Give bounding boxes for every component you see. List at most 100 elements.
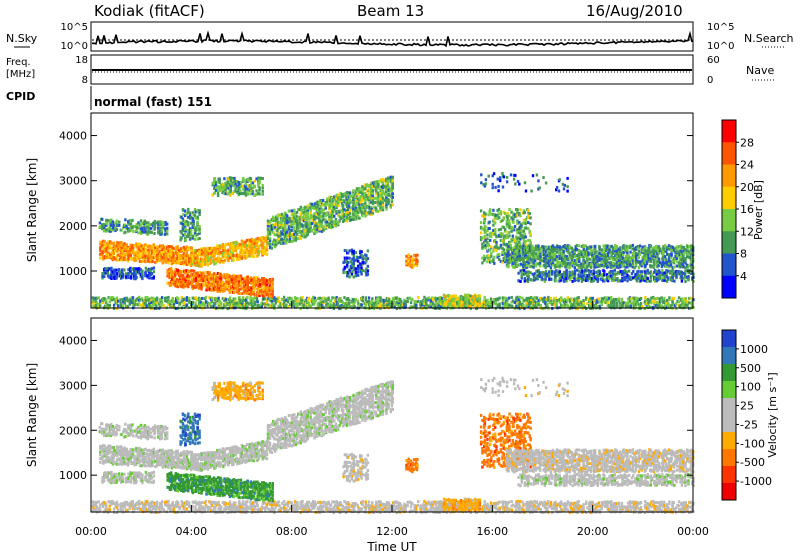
power-cell xyxy=(512,213,515,217)
power-cell xyxy=(246,189,249,193)
power-cell xyxy=(307,305,311,308)
power-cell xyxy=(266,236,270,240)
power-cell xyxy=(338,210,341,214)
power-cell xyxy=(483,227,486,231)
power-cell xyxy=(150,223,153,227)
power-cell xyxy=(334,200,338,204)
power-cell xyxy=(375,183,378,187)
power-cell xyxy=(92,297,95,301)
power-cell xyxy=(354,212,358,216)
power-cell xyxy=(510,304,514,308)
power-cell xyxy=(144,251,147,255)
power-cell xyxy=(259,239,262,242)
power-cell xyxy=(220,278,223,282)
power-cell xyxy=(452,296,456,300)
power-cell xyxy=(621,305,624,309)
power-cell xyxy=(284,234,287,238)
power-cell xyxy=(144,270,148,274)
power-cell xyxy=(131,256,135,260)
power-cell xyxy=(387,192,390,196)
power-cell xyxy=(665,299,669,302)
power-cell xyxy=(279,305,282,309)
power-cell xyxy=(377,305,381,308)
power-cell xyxy=(636,299,639,303)
power-cell xyxy=(492,298,496,301)
power-cell xyxy=(125,275,128,279)
power-cell xyxy=(337,222,340,225)
power-cell xyxy=(232,180,235,184)
power-cell xyxy=(476,294,479,298)
power-cell xyxy=(364,199,367,203)
power-cell xyxy=(332,307,335,311)
power-cell xyxy=(213,191,217,195)
power-cell xyxy=(252,255,255,259)
power-cell xyxy=(305,220,308,224)
power-cell xyxy=(335,193,338,197)
power-cell xyxy=(299,205,302,209)
power-cell xyxy=(292,234,295,238)
power-cell xyxy=(199,303,202,307)
power-cell xyxy=(636,302,639,305)
power-cell xyxy=(342,207,345,211)
power-cell xyxy=(215,288,218,292)
power-cell xyxy=(140,244,143,248)
power-cell xyxy=(561,298,564,302)
power-cell xyxy=(503,254,507,258)
power-cell xyxy=(618,301,621,305)
power-cell xyxy=(328,214,332,218)
power-cell xyxy=(247,192,250,196)
power-cell xyxy=(667,302,670,305)
power-cell xyxy=(639,301,643,305)
power-cell xyxy=(114,221,117,225)
power-cell xyxy=(280,302,284,306)
power-cell xyxy=(419,300,422,304)
power-cell xyxy=(530,300,533,304)
power-cell xyxy=(122,257,125,261)
power-cell xyxy=(181,217,185,221)
power-cell xyxy=(317,202,320,206)
power-cell xyxy=(120,247,124,251)
power-cell xyxy=(240,180,243,184)
power-cell xyxy=(513,225,517,228)
power-cell xyxy=(239,242,242,246)
power-cell xyxy=(217,252,220,256)
power-cell xyxy=(691,304,694,308)
power-cell xyxy=(290,209,293,213)
power-cell xyxy=(288,219,292,223)
power-cell xyxy=(385,303,389,307)
power-cell xyxy=(166,256,169,260)
power-cell xyxy=(112,225,115,229)
power-cell xyxy=(185,219,188,223)
power-cell xyxy=(268,229,272,233)
power-cell xyxy=(200,297,204,300)
power-cell xyxy=(447,297,450,301)
power-cell xyxy=(192,219,195,223)
power-cell xyxy=(236,289,239,292)
power-cell xyxy=(211,181,214,185)
power-cell xyxy=(185,250,189,254)
power-cell xyxy=(131,243,135,247)
power-cell xyxy=(163,296,167,300)
power-cell xyxy=(481,245,484,249)
power-cell xyxy=(210,275,213,279)
power-cell xyxy=(385,196,388,200)
power-cell xyxy=(200,264,204,267)
power-cell xyxy=(503,258,507,262)
power-cell xyxy=(516,211,519,215)
power-cell xyxy=(290,223,294,227)
power-cell xyxy=(115,275,119,278)
power-cell xyxy=(364,269,367,273)
power-cell xyxy=(170,267,173,271)
power-cell xyxy=(170,253,174,257)
power-cell xyxy=(499,239,503,242)
power-cell xyxy=(306,204,309,208)
power-cell xyxy=(358,188,361,192)
power-cell xyxy=(492,301,496,305)
power-cell xyxy=(129,255,132,259)
power-cell xyxy=(371,191,375,195)
power-cell xyxy=(634,305,638,309)
power-cell xyxy=(149,299,153,302)
power-cell xyxy=(309,304,313,308)
power-cell xyxy=(530,305,533,309)
power-cell xyxy=(668,296,671,300)
